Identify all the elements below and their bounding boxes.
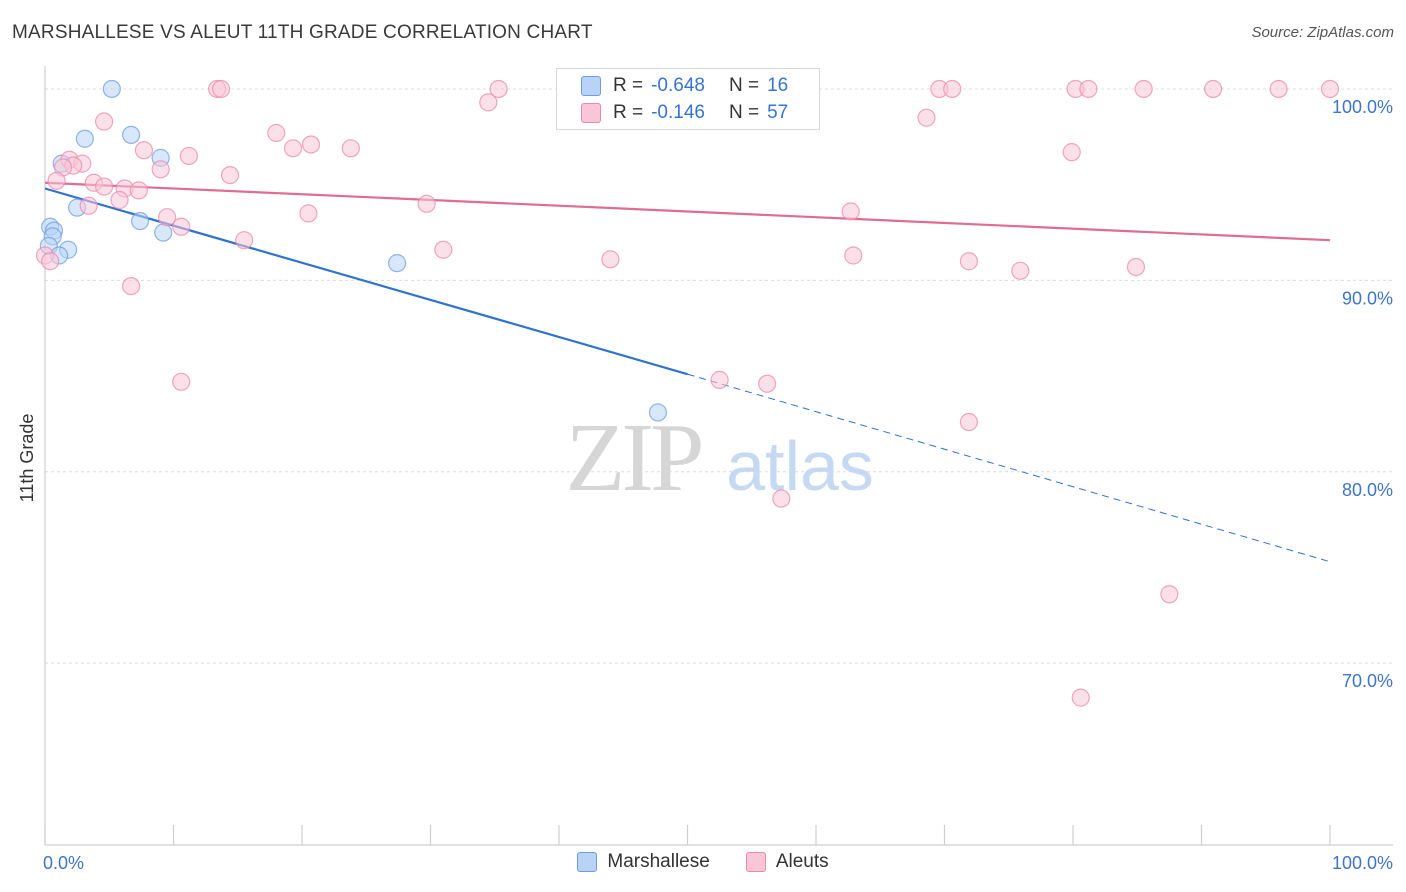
trend-lines — [44, 181, 1331, 563]
series-label-marshallese: Marshallese — [607, 851, 710, 872]
axes — [44, 66, 1393, 846]
legend-r-value: -0.146 — [651, 102, 705, 123]
legend-n-value: 16 — [767, 75, 789, 96]
point-marshallese — [154, 223, 173, 242]
legend-r-value: -0.648 — [651, 75, 705, 96]
point-aleuts — [95, 177, 114, 196]
legend-row-marshallese: R = -0.648 N = 16 — [581, 73, 788, 99]
point-aleuts — [301, 135, 321, 154]
series-legend: Marshallese Aleuts — [0, 851, 1406, 873]
point-aleuts — [267, 123, 286, 143]
series-swatch-marshallese — [577, 852, 598, 872]
point-aleuts — [1126, 257, 1146, 277]
point-marshallese — [102, 79, 121, 99]
series-swatch-aleuts — [745, 852, 766, 872]
point-aleuts — [211, 79, 231, 99]
point-marshallese — [75, 129, 94, 148]
trend-line-marshallese — [44, 187, 688, 376]
point-aleuts — [844, 246, 863, 265]
point-aleuts — [1011, 261, 1030, 280]
watermark-zip: ZIP — [566, 404, 701, 512]
series-legend-aleuts[interactable]: Aleuts — [745, 851, 829, 873]
y-tick-label: 90.0% — [1342, 288, 1393, 308]
trend-line-marshallese-extension — [687, 373, 1331, 563]
point-aleuts — [341, 139, 360, 158]
point-aleuts — [47, 171, 66, 190]
point-marshallese — [121, 125, 141, 145]
legend-row-aleuts: R = -0.146 N = 57 — [581, 100, 788, 126]
legend-swatch-marshallese — [581, 76, 601, 96]
x-tick-label-max: 100.0% — [1332, 853, 1393, 873]
legend-r-label: R = — [613, 102, 644, 123]
x-tick-label-min: 0.0% — [43, 853, 84, 873]
point-aleuts — [417, 194, 436, 213]
point-aleuts — [943, 79, 962, 99]
y-tick-label: 80.0% — [1342, 480, 1393, 500]
point-aleuts — [1320, 79, 1340, 99]
point-aleuts — [1079, 79, 1098, 99]
stats-legend: R = -0.648 N = 16 R = -0.146 N = 57 — [556, 68, 820, 130]
source-label: Source: ZipAtlas.com — [1251, 24, 1394, 41]
point-aleuts — [1160, 585, 1179, 604]
point-aleuts — [959, 412, 979, 432]
point-aleuts — [1071, 688, 1090, 707]
point-aleuts — [134, 141, 154, 160]
point-aleuts — [479, 93, 498, 112]
legend-swatch-aleuts — [581, 103, 601, 123]
point-aleuts — [41, 252, 60, 271]
y-axis-title: 11th Grade — [17, 414, 37, 503]
point-marshallese — [130, 211, 150, 231]
point-aleuts — [121, 277, 141, 296]
point-aleuts — [283, 139, 303, 158]
point-aleuts — [151, 160, 170, 179]
y-tick-label: 100.0% — [1332, 97, 1393, 117]
point-aleuts — [1062, 143, 1081, 162]
point-aleuts — [489, 79, 508, 99]
chart-title: MARSHALLESE VS ALEUT 11TH GRADE CORRELAT… — [12, 22, 593, 43]
point-aleuts — [758, 374, 777, 393]
point-aleuts — [95, 112, 114, 131]
point-aleuts — [917, 108, 936, 127]
point-aleuts — [959, 252, 979, 271]
point-aleuts — [299, 204, 318, 223]
series-legend-marshallese[interactable]: Marshallese — [577, 851, 710, 873]
legend-n-label: N = — [728, 75, 760, 96]
data-points — [35, 79, 1340, 707]
series-label-aleuts: Aleuts — [775, 851, 829, 872]
point-aleuts — [172, 217, 191, 236]
point-aleuts — [220, 165, 240, 185]
point-marshallese — [387, 254, 407, 273]
point-aleuts — [710, 370, 729, 389]
point-aleuts — [129, 181, 148, 200]
point-aleuts — [172, 372, 191, 391]
point-aleuts — [434, 240, 453, 259]
point-marshallese — [648, 403, 668, 422]
y-tick-label: 70.0% — [1342, 671, 1393, 691]
point-aleuts — [772, 489, 791, 508]
trend-line-aleuts — [44, 181, 1331, 242]
watermark: ZIP atlas — [566, 404, 874, 512]
point-aleuts — [157, 208, 177, 227]
point-aleuts — [179, 146, 199, 166]
legend-n-value: 57 — [767, 102, 789, 123]
point-aleuts — [1134, 79, 1153, 99]
point-aleuts — [79, 196, 98, 215]
point-aleuts — [235, 231, 254, 250]
point-aleuts — [110, 190, 129, 210]
point-aleuts — [601, 250, 620, 269]
watermark-atlas: atlas — [726, 427, 874, 505]
legend-n-label: N = — [728, 102, 760, 123]
point-aleuts — [1203, 79, 1223, 99]
point-aleuts — [841, 202, 860, 221]
axis-labels: 100.0% 90.0% 80.0% 70.0% 0.0% 100.0% — [43, 97, 1393, 873]
point-aleuts — [1269, 79, 1288, 99]
legend-r-label: R = — [613, 75, 644, 96]
